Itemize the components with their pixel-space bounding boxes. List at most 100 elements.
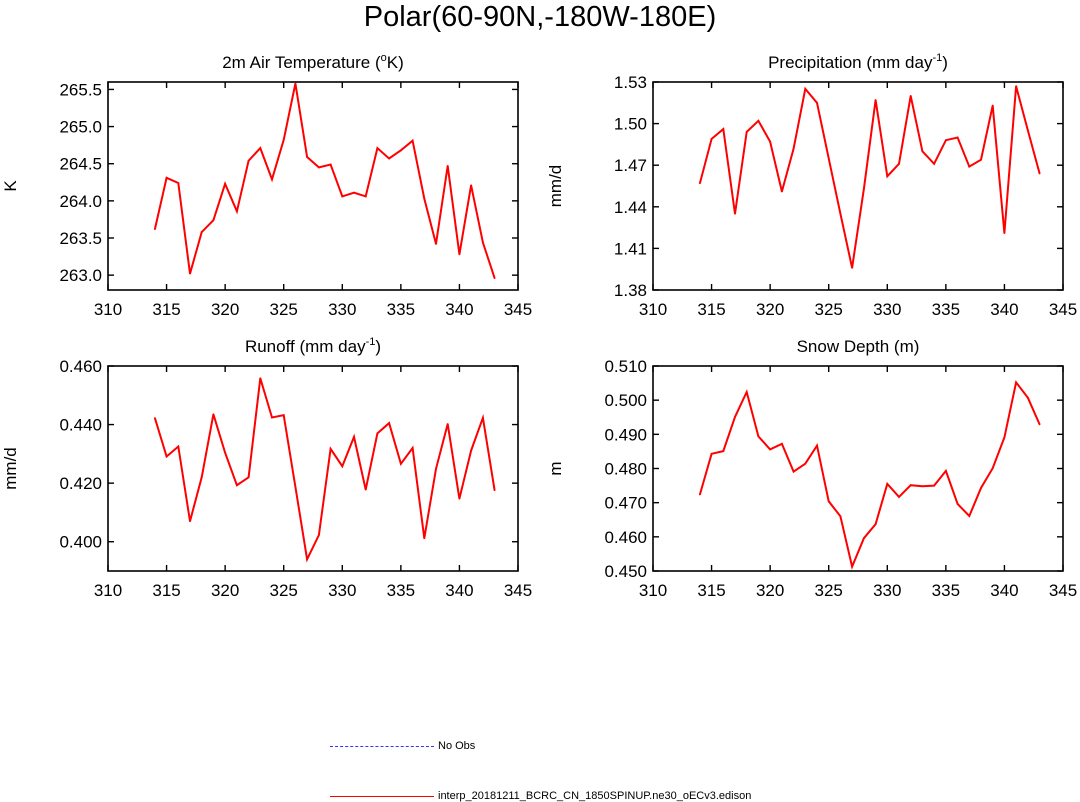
data-point bbox=[200, 476, 203, 479]
chart-panel-1: 310 315 320 325 330 335 340 345 263.0 263.5 264.0 2… bbox=[1, 52, 532, 319]
data-point bbox=[898, 495, 900, 498]
data-point bbox=[353, 435, 355, 438]
data-point bbox=[189, 272, 191, 275]
plot-frame bbox=[107, 365, 519, 572]
data-point bbox=[446, 423, 449, 425]
data-point bbox=[153, 417, 156, 420]
data-point bbox=[165, 455, 168, 458]
data-point bbox=[980, 158, 982, 161]
data-point bbox=[247, 476, 250, 479]
data-point bbox=[364, 195, 367, 198]
data-point bbox=[259, 377, 262, 380]
data-point bbox=[734, 416, 736, 418]
data-point bbox=[282, 139, 285, 141]
data-point bbox=[757, 435, 760, 438]
chart-panel-2: 310 315 320 325 330 335 340 345 1.38 1.41 1.44 1.47… bbox=[546, 52, 1077, 319]
data-point bbox=[388, 157, 391, 160]
data-point bbox=[909, 484, 912, 487]
data-point bbox=[294, 82, 297, 85]
data-point bbox=[933, 162, 936, 165]
y-axis-label: K bbox=[1, 180, 20, 192]
x-tick-label: 310 bbox=[94, 581, 122, 600]
subplot-title-tail: ) bbox=[375, 337, 381, 356]
y-tick-label: 265.0 bbox=[59, 118, 102, 137]
data-point bbox=[851, 266, 854, 269]
x-tick-label: 340 bbox=[445, 581, 473, 600]
data-point bbox=[804, 462, 807, 465]
y-tick-label: 265.5 bbox=[59, 80, 102, 99]
y-tick-label: 264.5 bbox=[59, 155, 102, 174]
data-point bbox=[956, 136, 959, 139]
x-tick-label: 325 bbox=[815, 300, 843, 319]
x-tick-label: 325 bbox=[815, 581, 843, 600]
y-tick-label: 1.44 bbox=[614, 198, 647, 217]
data-point bbox=[933, 484, 936, 487]
y-tick-label: 0.510 bbox=[604, 357, 647, 376]
subplot-title-superscript: -1 bbox=[366, 336, 376, 348]
data-point bbox=[816, 101, 818, 104]
data-point bbox=[944, 139, 947, 142]
data-point bbox=[991, 104, 994, 107]
x-tick-label: 310 bbox=[639, 300, 667, 319]
data-point bbox=[493, 489, 496, 492]
x-tick-label: 315 bbox=[152, 300, 180, 319]
subplot-title-main: 2m Air Temperature ( bbox=[222, 53, 381, 72]
data-point bbox=[1038, 423, 1041, 426]
data-point bbox=[399, 462, 402, 465]
y-tick-label: 0.450 bbox=[604, 562, 647, 581]
data-point bbox=[968, 165, 971, 168]
data-point bbox=[329, 447, 332, 450]
data-point bbox=[212, 219, 215, 222]
data-point bbox=[757, 119, 760, 122]
data-point bbox=[458, 253, 461, 256]
subplot-title-tail: ) bbox=[942, 53, 948, 72]
y-tick-label: 0.400 bbox=[59, 533, 102, 552]
subplot-title: 2m Air Temperature (oK) bbox=[222, 52, 404, 72]
chart-panel-3: 310 315 320 325 330 335 340 345 0.400 0.420 0.440 0… bbox=[1, 336, 532, 600]
y-tick-label: 263.5 bbox=[59, 229, 102, 248]
data-point bbox=[909, 94, 912, 97]
x-tick-label: 315 bbox=[697, 581, 725, 600]
y-tick-label: 0.500 bbox=[604, 391, 647, 410]
data-point bbox=[177, 445, 180, 448]
data-point bbox=[1003, 436, 1006, 439]
data-point bbox=[839, 515, 842, 518]
data-point bbox=[792, 470, 795, 473]
y-axis-label: mm/d bbox=[546, 165, 565, 208]
data-point bbox=[364, 488, 367, 491]
data-point bbox=[271, 416, 273, 419]
data-point bbox=[189, 520, 191, 523]
x-tick-label: 330 bbox=[873, 581, 901, 600]
data-point bbox=[698, 182, 701, 185]
data-point bbox=[435, 467, 437, 470]
data-point bbox=[493, 277, 496, 280]
x-tick-label: 345 bbox=[1049, 300, 1077, 319]
x-tick-label: 345 bbox=[504, 300, 532, 319]
x-tick-label: 320 bbox=[756, 300, 784, 319]
y-axis-label: mm/d bbox=[1, 447, 20, 490]
data-point bbox=[874, 523, 877, 526]
data-point bbox=[341, 465, 344, 468]
data-point bbox=[423, 197, 426, 200]
data-point bbox=[780, 443, 783, 445]
subplot-title-main: Runoff (mm day bbox=[245, 337, 366, 356]
data-point bbox=[341, 195, 344, 198]
y-axis-label: m bbox=[546, 461, 565, 475]
data-point bbox=[921, 485, 924, 488]
x-tick-label: 335 bbox=[932, 581, 960, 600]
x-tick-label: 320 bbox=[756, 581, 784, 600]
data-point bbox=[353, 191, 355, 194]
chart-panel-4: 310 315 320 325 330 335 340 345 0.450 0.460 0.470 0… bbox=[546, 337, 1077, 600]
y-tick-label: 0.460 bbox=[59, 357, 102, 376]
x-tick-label: 320 bbox=[211, 300, 239, 319]
data-point bbox=[329, 163, 332, 166]
x-tick-label: 325 bbox=[270, 581, 298, 600]
data-point bbox=[411, 447, 414, 449]
plot-frame bbox=[652, 81, 1064, 291]
series-line bbox=[698, 380, 1041, 570]
data-point bbox=[745, 131, 748, 133]
y-tick-label: 1.38 bbox=[614, 281, 647, 300]
data-point bbox=[886, 175, 889, 178]
data-point bbox=[423, 537, 426, 540]
data-point bbox=[1003, 232, 1006, 235]
